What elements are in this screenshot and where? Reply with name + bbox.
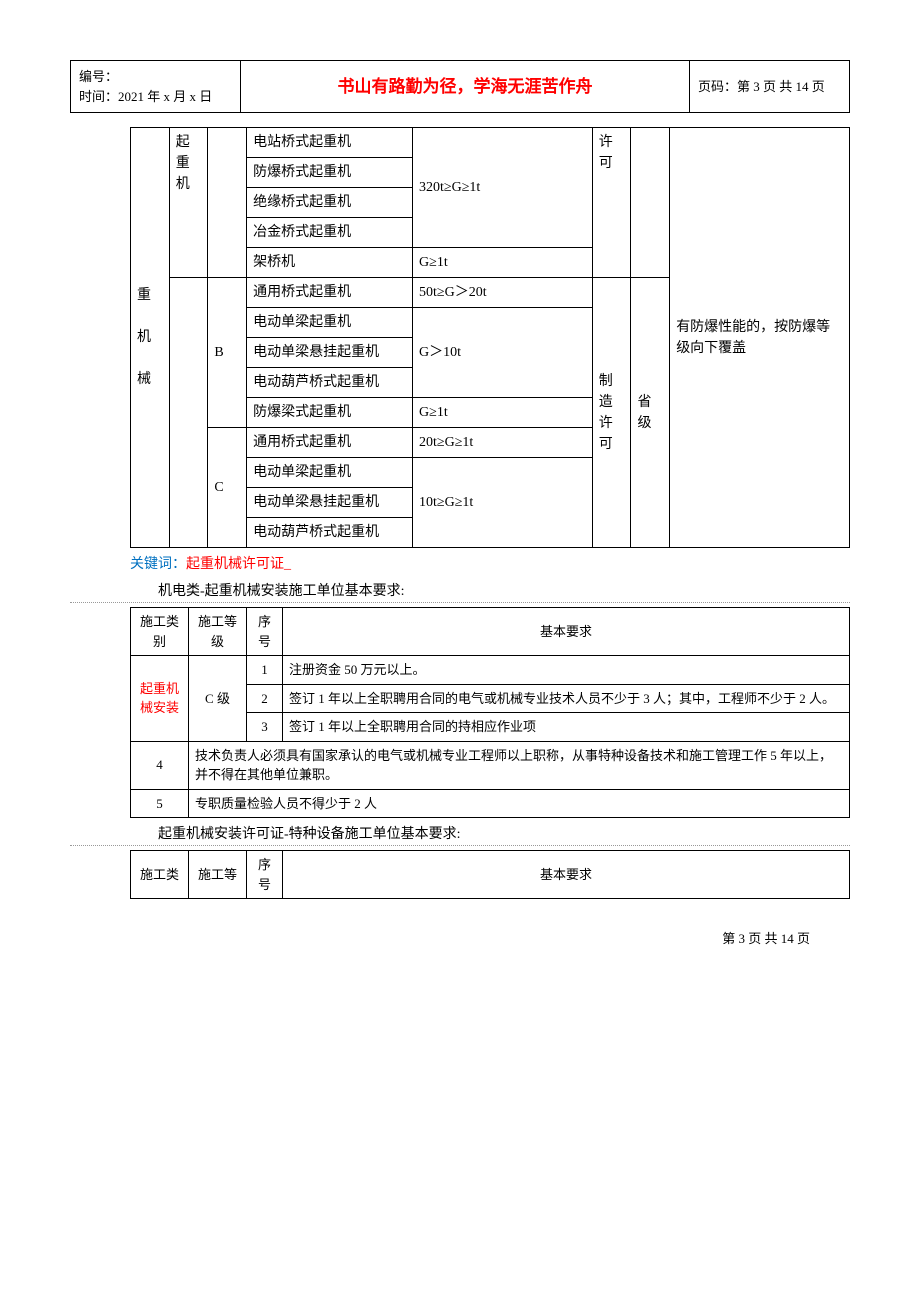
- note-col: 有防爆性能的，按防爆等级向下覆盖: [670, 128, 850, 548]
- item-name: 电动单梁起重机: [247, 458, 413, 488]
- req-text: 注册资金 50 万元以上。: [283, 656, 850, 685]
- section2-title: 起重机械安装许可证-特种设备施工单位基本要求:: [70, 824, 850, 846]
- th-no: 序号: [247, 608, 283, 656]
- req-no: 3: [247, 713, 283, 742]
- range: G≥1t: [413, 248, 593, 278]
- req-no: 1: [247, 656, 283, 685]
- permit-col: 许可: [592, 128, 631, 278]
- header-right: 页码：第 3 页 共 14 页: [690, 61, 850, 113]
- req-text: 专职质量检验人员不得少于 2 人: [189, 789, 850, 818]
- page-header: 编号： 时间：2021 年 x 月 x 日 书山有路勤为径，学海无涯苦作舟 页码…: [70, 60, 850, 113]
- req-no: 2: [247, 684, 283, 713]
- th-req: 基本要求: [283, 608, 850, 656]
- header-date: 时间：2021 年 x 月 x 日: [79, 87, 232, 107]
- req-text: 签订 1 年以上全职聘用合同的电气或机械专业技术人员不少于 3 人；其中，工程师…: [283, 684, 850, 713]
- item-name: 防爆桥式起重机: [247, 158, 413, 188]
- group-a-letter: [208, 128, 247, 278]
- keywords-line: 关键词：起重机械许可证_: [130, 554, 850, 575]
- item-name: 冶金桥式起重机: [247, 218, 413, 248]
- classification-table: 重 机 械 起重机 电站桥式起重机 320t≥G≥1t 许可 有防爆性能的，按防…: [130, 127, 850, 548]
- level-col: 省级: [631, 278, 670, 548]
- col-subcat: 起重机: [169, 128, 208, 278]
- th-req: 基本要求: [283, 851, 850, 899]
- req-no: 4: [131, 741, 189, 789]
- requirements-table-2: 施工类 施工等 序号 基本要求: [130, 850, 850, 899]
- permit-col: 制造许可: [592, 278, 631, 548]
- requirements-table-1: 施工类别 施工等级 序号 基本要求 起重机械安装 C 级 1 注册资金 50 万…: [130, 607, 850, 818]
- item-name: 电动葫芦桥式起重机: [247, 368, 413, 398]
- range: 50t≥G＞20t: [413, 278, 593, 308]
- item-name: 电站桥式起重机: [247, 128, 413, 158]
- col-category: 重 机 械: [131, 128, 170, 548]
- item-name: 通用桥式起重机: [247, 278, 413, 308]
- range: G≥1t: [413, 398, 593, 428]
- range: 320t≥G≥1t: [413, 128, 593, 248]
- range: 20t≥G≥1t: [413, 428, 593, 458]
- th-no: 序号: [247, 851, 283, 899]
- item-name: 电动葫芦桥式起重机: [247, 518, 413, 548]
- level-col-empty: [631, 128, 670, 278]
- header-id: 编号：: [79, 67, 232, 87]
- range: 10t≥G≥1t: [413, 458, 593, 548]
- req-grade: C 级: [189, 656, 247, 742]
- req-no: 5: [131, 789, 189, 818]
- req-text: 技术负责人必须具有国家承认的电气或机械专业工程师以上职称，从事特种设备技术和施工…: [189, 741, 850, 789]
- keywords-value: 起重机械许可证_: [186, 557, 291, 572]
- group-c-letter: C: [208, 428, 247, 548]
- header-left: 编号： 时间：2021 年 x 月 x 日: [71, 61, 241, 113]
- req-text: 签订 1 年以上全职聘用合同的持相应作业项: [283, 713, 850, 742]
- section1-title: 机电类-起重机械安装施工单位基本要求:: [70, 581, 850, 603]
- req-cat: 起重机械安装: [131, 656, 189, 742]
- range: G＞10t: [413, 308, 593, 398]
- item-name: 电动单梁悬挂起重机: [247, 488, 413, 518]
- header-center: 书山有路勤为径，学海无涯苦作舟: [241, 61, 690, 113]
- item-name: 防爆梁式起重机: [247, 398, 413, 428]
- item-name: 绝缘桥式起重机: [247, 188, 413, 218]
- th-grade: 施工等: [189, 851, 247, 899]
- item-name: 架桥机: [247, 248, 413, 278]
- th-category: 施工类别: [131, 608, 189, 656]
- th-grade: 施工等级: [189, 608, 247, 656]
- item-name: 电动单梁起重机: [247, 308, 413, 338]
- item-name: 电动单梁悬挂起重机: [247, 338, 413, 368]
- keywords-label: 关键词：: [130, 557, 186, 572]
- group-b-letter: B: [208, 278, 247, 428]
- th-category: 施工类: [131, 851, 189, 899]
- item-name: 通用桥式起重机: [247, 428, 413, 458]
- col-subcat-empty: [169, 278, 208, 548]
- page-footer: 第 3 页 共 14 页: [70, 929, 850, 949]
